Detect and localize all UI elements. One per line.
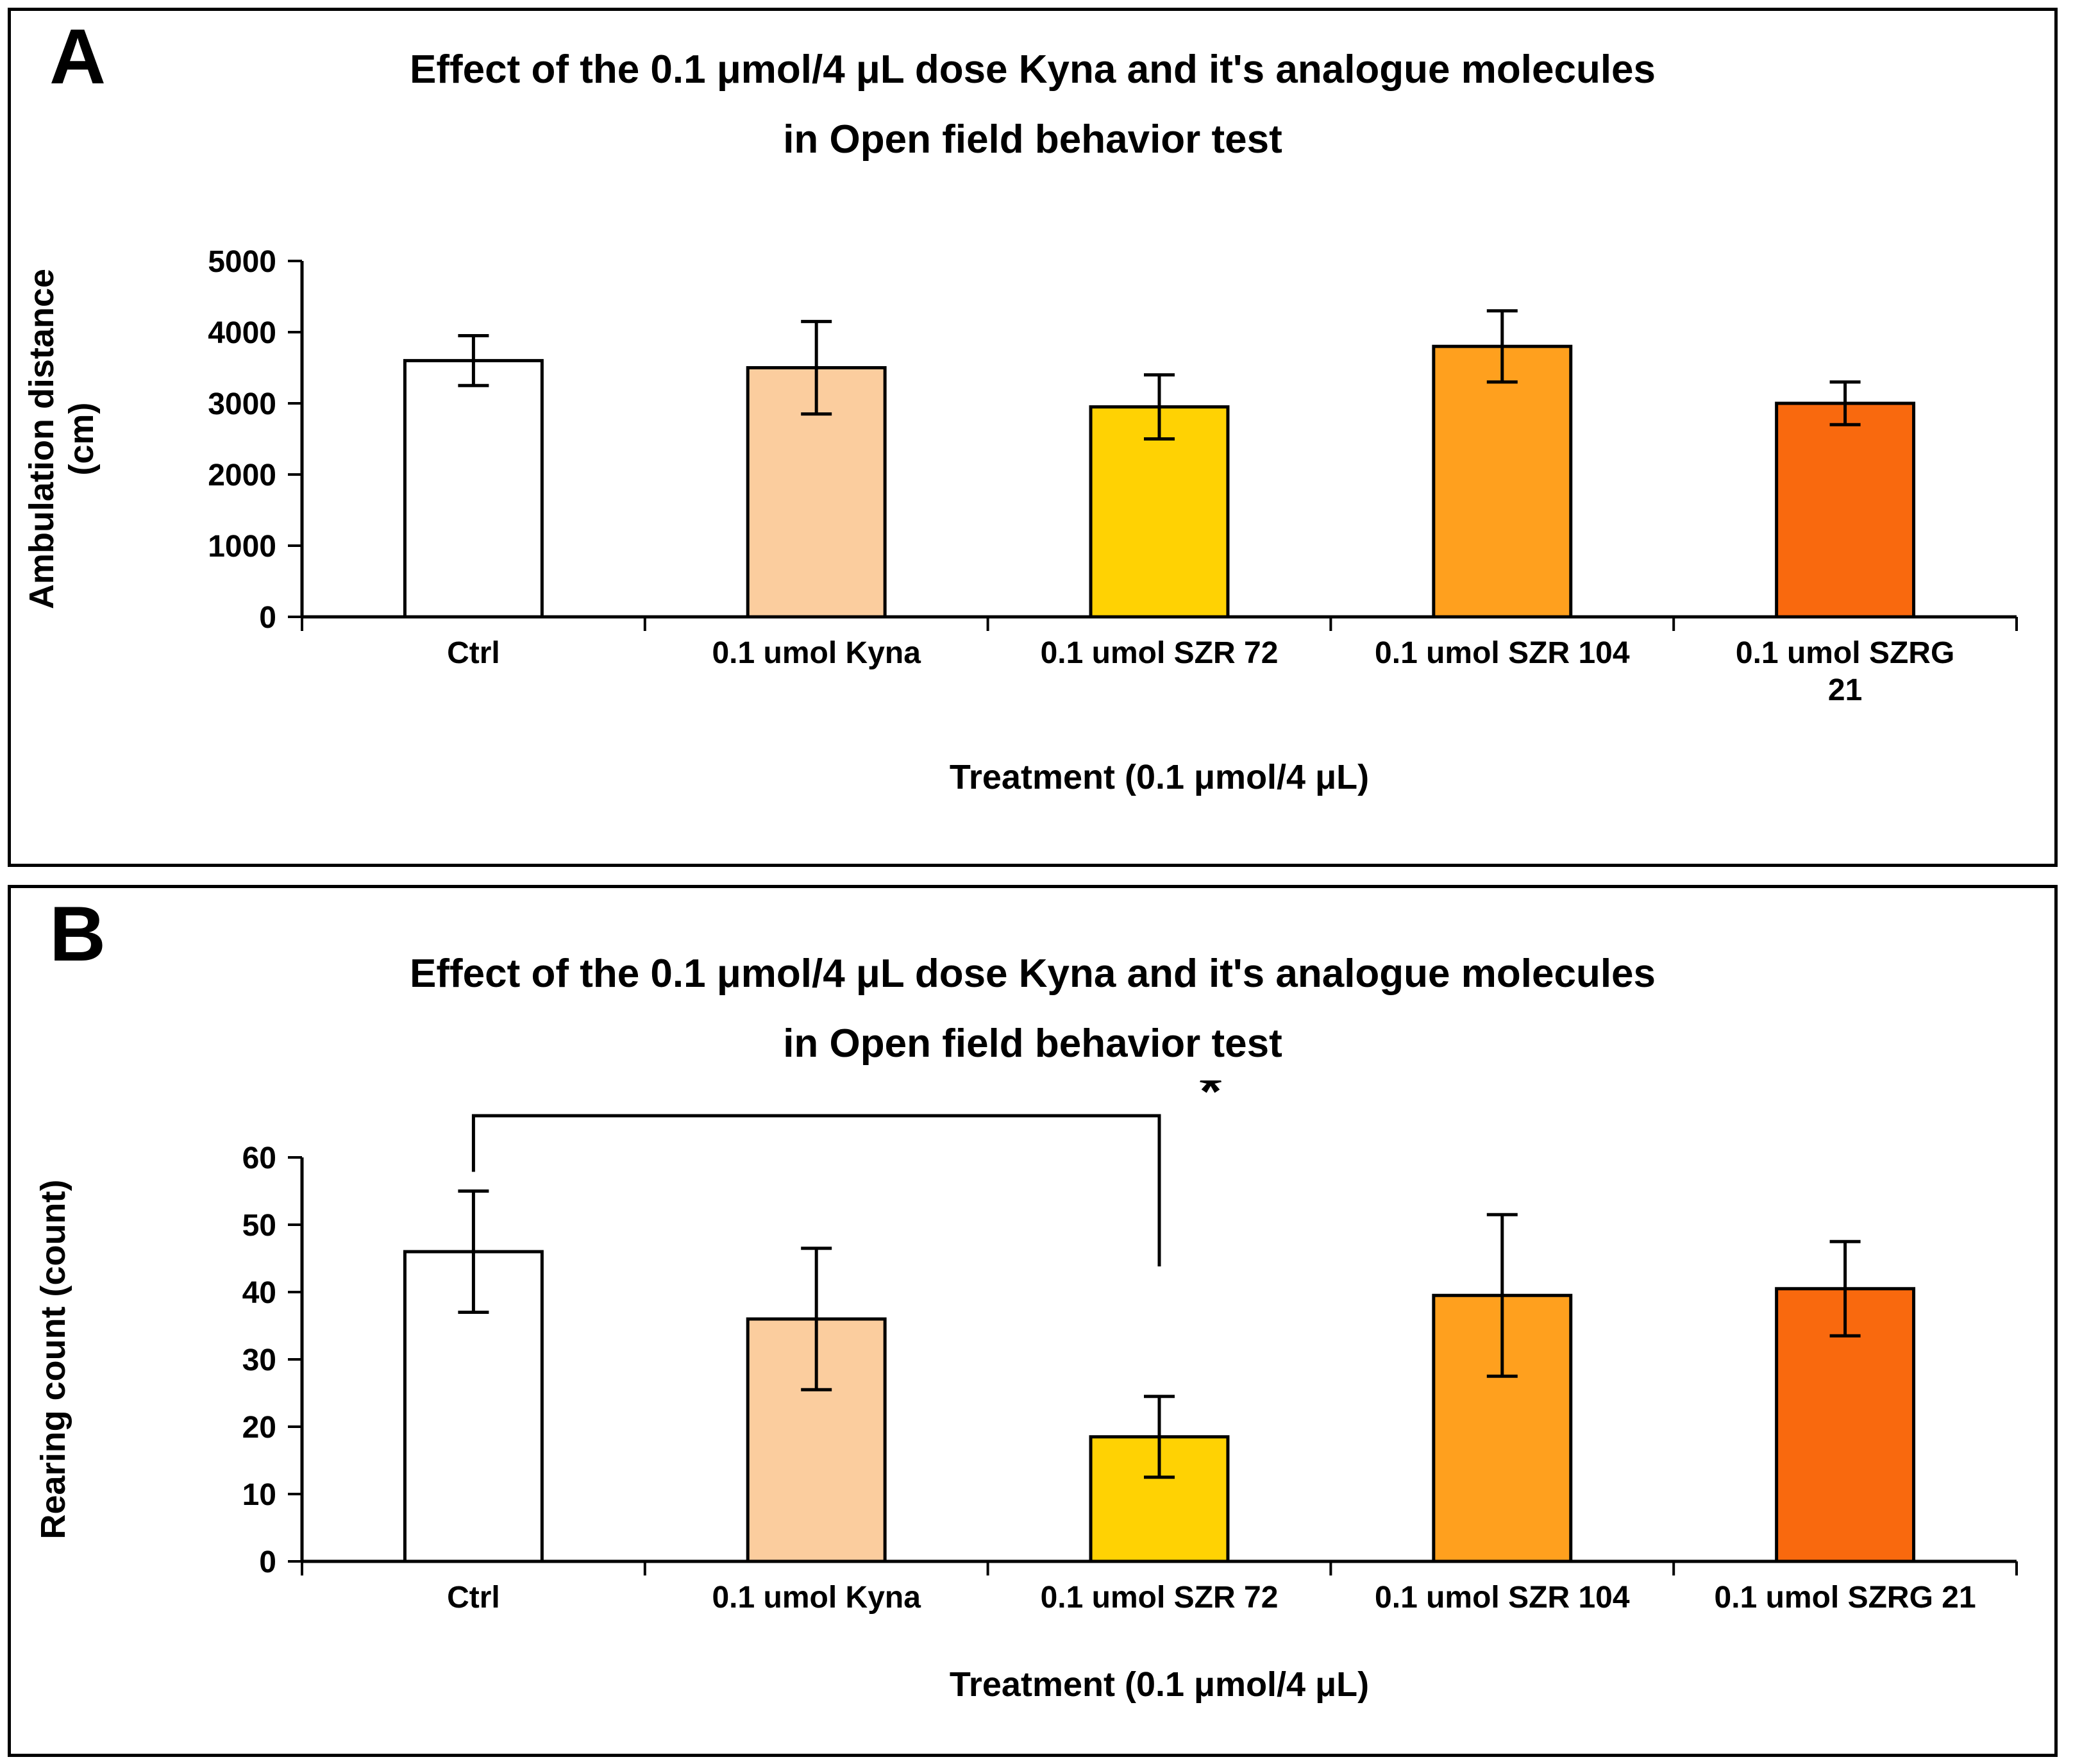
panel-a-title: Effect of the 0.1 μmol/4 μL dose Kyna an… bbox=[11, 35, 2054, 174]
category-label: 0.1 umol SZR 104 bbox=[1375, 636, 1630, 670]
panel-b-letter: B bbox=[49, 890, 106, 977]
y-tick-label: 10 bbox=[242, 1478, 276, 1512]
y-tick-label: 5000 bbox=[208, 245, 276, 279]
chart-svg-B: 0 10 20 30 40 50 60 Ctrl 0.1 umol Kyna 0.1 umol S… bbox=[34, 1059, 2018, 1704]
panel-b-title: Effect of the 0.1 μmol/4 μL dose Kyna an… bbox=[11, 939, 2054, 1079]
chart-svg-A: 0 1000 2000 3000 4000 5000 Ctrl 0.1 umol Kyna 0.… bbox=[22, 245, 2018, 796]
y-tick-label: 0 bbox=[259, 601, 276, 635]
category-label: 0.1 umol SZR 104 bbox=[1375, 1581, 1630, 1615]
chart-ambulation-distance: 0 1000 2000 3000 4000 5000 Ctrl 0.1 umol Kyna 0.… bbox=[13, 223, 2052, 838]
error-bar bbox=[801, 319, 832, 416]
category-label: 0.1 umol Kyna bbox=[712, 1581, 921, 1615]
category-label: Ctrl bbox=[447, 636, 500, 670]
significance-bracket bbox=[471, 1114, 1161, 1266]
x-axis-title: Treatment (0.1 μmol/4 μL) bbox=[950, 1665, 1369, 1704]
y-tick-label: 2000 bbox=[208, 458, 276, 492]
category-label: 0.1 umol Kyna bbox=[712, 636, 921, 670]
error-bar bbox=[1829, 1239, 1861, 1338]
y-tick-label: 60 bbox=[242, 1141, 276, 1175]
panel-a-title-line1: Effect of the 0.1 μmol/4 μL dose Kyna an… bbox=[409, 47, 1656, 92]
panel-a-title-line2: in Open field behavior test bbox=[783, 117, 1282, 162]
error-bar bbox=[1144, 373, 1175, 441]
category-label: 0.1 umol SZR 72 bbox=[1041, 1581, 1279, 1615]
y-tick-label: 50 bbox=[242, 1209, 276, 1243]
category-label: 0.1 umol SZR 72 bbox=[1041, 636, 1279, 670]
significance-star: * bbox=[1200, 1080, 1222, 1123]
y-tick-label: 1000 bbox=[208, 530, 276, 564]
category-label: 0.1 umol SZRG 21 bbox=[1715, 1581, 1976, 1615]
category-label: 0.1 umol SZRG 21 bbox=[1736, 636, 1954, 707]
y-tick-label: 0 bbox=[259, 1545, 276, 1579]
panel-a-letter: A bbox=[49, 13, 106, 100]
error-bar bbox=[1144, 1395, 1175, 1479]
y-tick-label: 3000 bbox=[208, 387, 276, 421]
panel-b-title-line2: in Open field behavior test bbox=[783, 1021, 1282, 1066]
panel-b-title-line1: Effect of the 0.1 μmol/4 μL dose Kyna an… bbox=[409, 952, 1656, 996]
chart-rearing-count: 0 10 20 30 40 50 60 Ctrl 0.1 umol Kyna 0.1 umol S… bbox=[13, 1059, 2052, 1747]
y-tick-label: 20 bbox=[242, 1411, 276, 1445]
bar bbox=[403, 358, 544, 619]
category-label: Ctrl bbox=[447, 1581, 500, 1615]
panel-a: A Effect of the 0.1 μmol/4 μL dose Kyna … bbox=[8, 8, 2058, 867]
bar bbox=[1775, 401, 1916, 619]
error-bar bbox=[458, 1189, 489, 1314]
y-tick-label: 40 bbox=[242, 1276, 276, 1310]
y-axis-title: Ambulation distance(cm) bbox=[22, 269, 101, 609]
y-tick-label: 4000 bbox=[208, 316, 276, 350]
bar bbox=[1089, 405, 1230, 619]
bar bbox=[1432, 344, 1573, 619]
error-bar bbox=[1829, 380, 1861, 426]
y-axis-title: Rearing count (count) bbox=[34, 1180, 72, 1540]
error-bar bbox=[1486, 309, 1518, 384]
y-tick-label: 30 bbox=[242, 1343, 276, 1377]
panel-b: B Effect of the 0.1 μmol/4 μL dose Kyna … bbox=[8, 885, 2058, 1757]
error-bar bbox=[801, 1247, 832, 1391]
x-axis-title: Treatment (0.1 μmol/4 μL) bbox=[950, 758, 1369, 796]
error-bar bbox=[1486, 1213, 1518, 1378]
error-bar bbox=[458, 334, 489, 387]
